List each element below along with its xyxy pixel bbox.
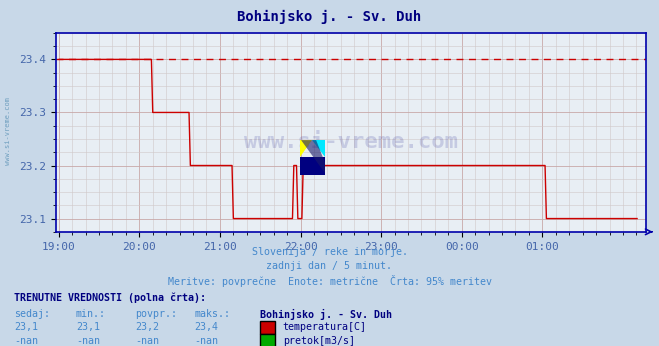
Text: povpr.:: povpr.: (135, 309, 177, 319)
Text: 23,1: 23,1 (76, 322, 100, 333)
Text: temperatura[C]: temperatura[C] (283, 322, 366, 333)
Text: www.si-vreme.com: www.si-vreme.com (244, 132, 458, 152)
Text: 23,2: 23,2 (135, 322, 159, 333)
Polygon shape (300, 157, 325, 175)
Text: sedaj:: sedaj: (14, 309, 51, 319)
Text: zadnji dan / 5 minut.: zadnji dan / 5 minut. (266, 261, 393, 271)
Text: pretok[m3/s]: pretok[m3/s] (283, 336, 355, 346)
Text: Meritve: povprečne  Enote: metrične  Črta: 95% meritev: Meritve: povprečne Enote: metrične Črta:… (167, 275, 492, 287)
Text: Slovenija / reke in morje.: Slovenija / reke in morje. (252, 247, 407, 257)
Text: -nan: -nan (76, 336, 100, 346)
Text: min.:: min.: (76, 309, 106, 319)
Polygon shape (312, 140, 325, 157)
Text: TRENUTNE VREDNOSTI (polna črta):: TRENUTNE VREDNOSTI (polna črta): (14, 292, 206, 303)
Text: Bohinjsko j. - Sv. Duh: Bohinjsko j. - Sv. Duh (260, 309, 392, 320)
Text: 23,1: 23,1 (14, 322, 38, 333)
Text: 23,4: 23,4 (194, 322, 218, 333)
Polygon shape (301, 140, 325, 173)
Text: -nan: -nan (135, 336, 159, 346)
Text: -nan: -nan (194, 336, 218, 346)
Text: Bohinjsko j. - Sv. Duh: Bohinjsko j. - Sv. Duh (237, 10, 422, 24)
Polygon shape (300, 140, 312, 157)
Text: -nan: -nan (14, 336, 38, 346)
Text: www.si-vreme.com: www.si-vreme.com (5, 98, 11, 165)
Text: maks.:: maks.: (194, 309, 231, 319)
